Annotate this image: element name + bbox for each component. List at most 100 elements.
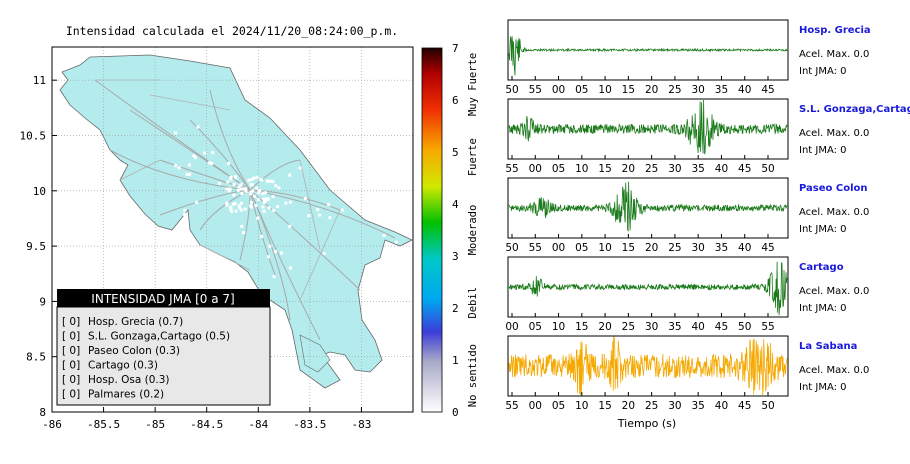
waveform-tick-label: 35 (668, 321, 681, 333)
legend-item-name: Paseo Colon (0.3) (88, 345, 180, 357)
colorbar-category-label: Moderado (467, 205, 479, 256)
station-marker (208, 161, 212, 165)
legend-item-name: Cartago (0.3) (88, 360, 158, 372)
station-marker (187, 163, 191, 167)
map-y-tick-label: 8 (39, 406, 46, 419)
waveform-tick-label: 00 (505, 321, 518, 333)
waveform-tick-label: 30 (691, 242, 704, 254)
station-marker (183, 212, 187, 216)
waveform-tick-label: 50 (738, 321, 751, 333)
station-marker (263, 199, 267, 203)
map-frame (51, 46, 414, 413)
road-line (159, 189, 251, 216)
station-marker (238, 205, 242, 209)
waveform-tick-label: 35 (715, 84, 728, 96)
station-marker (217, 181, 221, 185)
waveform-tick-label: 05 (575, 84, 588, 96)
road-line (209, 89, 251, 191)
station-marker (256, 197, 260, 201)
station-marker (288, 200, 292, 204)
legend-item-value: [ 0] (62, 331, 80, 343)
station-marker (260, 234, 264, 238)
accel-max-label: Acel. Max. 0.0 (799, 207, 869, 218)
station-marker (225, 201, 229, 205)
station-marker (261, 192, 265, 196)
waveform-tick-label: 10 (552, 321, 565, 333)
map-title: Intensidad calculada el 2024/11/20_08:24… (66, 24, 398, 38)
road-line (199, 244, 251, 271)
int-jma-label: Int JMA: 0 (799, 224, 847, 235)
colorbar-category-label: Muy Fuerte (467, 53, 479, 116)
waveform-tick-label: 55 (505, 400, 518, 412)
waveform-tick-label: 30 (668, 163, 681, 175)
station-marker (272, 208, 276, 212)
station-marker (249, 192, 253, 196)
colorbar-tick-label: 4 (452, 198, 459, 211)
station-marker (225, 187, 229, 191)
station-marker (232, 182, 236, 186)
legend-item-name: Palmares (0.2) (88, 389, 164, 401)
station-marker (242, 187, 246, 191)
waveform-tick-label: 20 (622, 400, 635, 412)
waveform-tick-label: 20 (622, 163, 635, 175)
station-marker (273, 250, 277, 254)
colorbar-gradient (421, 47, 443, 413)
road-line (249, 189, 276, 276)
station-marker (203, 151, 207, 155)
station-marker (177, 166, 181, 170)
station-marker (265, 179, 269, 183)
map-x-tick-label: -86 (42, 418, 62, 431)
map-x-tick-label: -83.5 (293, 418, 326, 431)
waveform-tick-label: 25 (645, 163, 658, 175)
station-marker (211, 151, 215, 155)
station-marker (288, 266, 292, 270)
station-marker (288, 173, 292, 177)
waveform-tick-label: 30 (668, 400, 681, 412)
waveform-tick-label: 55 (505, 163, 518, 175)
station-marker (255, 175, 259, 179)
station-marker (272, 275, 276, 279)
station-marker (288, 224, 292, 228)
colorbar-tick-label: 6 (452, 94, 459, 107)
waveform-trace (508, 181, 788, 232)
waveform-panels: 50 55 00 05 10 15 20 25 30 35 40 45 Hosp. Grecia Acel… (505, 19, 910, 412)
waveform-tick-label: 40 (738, 84, 751, 96)
waveform-tick-label: 50 (761, 400, 774, 412)
waveform-tick-label: 10 (598, 84, 611, 96)
accel-max-label: Acel. Max. 0.0 (799, 365, 869, 376)
int-jma-label: Int JMA: 0 (799, 66, 847, 77)
station-marker (264, 197, 268, 201)
accel-max-label: Acel. Max. 0.0 (799, 128, 869, 139)
waveform-tick-label: 00 (529, 163, 542, 175)
station-marker (188, 172, 192, 176)
station-marker (260, 178, 264, 182)
waveform-tick-label: 15 (622, 84, 635, 96)
legend-item-name: S.L. Gonzaga,Cartago (0.5) (88, 331, 230, 343)
road-line (299, 159, 321, 251)
road-line (149, 94, 231, 111)
station-marker (228, 187, 232, 191)
waveform-tick-label: 05 (552, 163, 565, 175)
legend-item-value: [ 0] (62, 374, 80, 386)
road-line (249, 189, 396, 239)
station-marker (229, 209, 233, 213)
station-marker (232, 193, 236, 197)
waveform-tick-label: 35 (691, 400, 704, 412)
waveform-tick-label: 45 (738, 163, 751, 175)
waveform-tick-label: 40 (715, 163, 728, 175)
waveform-tick-label: 15 (598, 400, 611, 412)
waveform-tick-label: 05 (552, 400, 565, 412)
road-line (299, 209, 341, 301)
waveform-tick-label: 00 (552, 242, 565, 254)
station-marker (251, 189, 255, 193)
waveform-tick-label: 45 (715, 321, 728, 333)
waveform-tick-label: 35 (691, 163, 704, 175)
waveform-panel: 55 00 05 10 15 20 25 30 35 40 45 50 La Sabana Acel. M… (505, 335, 869, 412)
station-marker (226, 180, 230, 184)
map-y-tick-label: 10.5 (20, 129, 47, 142)
station-marker (263, 191, 267, 195)
station-marker (268, 179, 272, 183)
waveform-tick-label: 05 (529, 321, 542, 333)
station-marker (234, 175, 238, 179)
